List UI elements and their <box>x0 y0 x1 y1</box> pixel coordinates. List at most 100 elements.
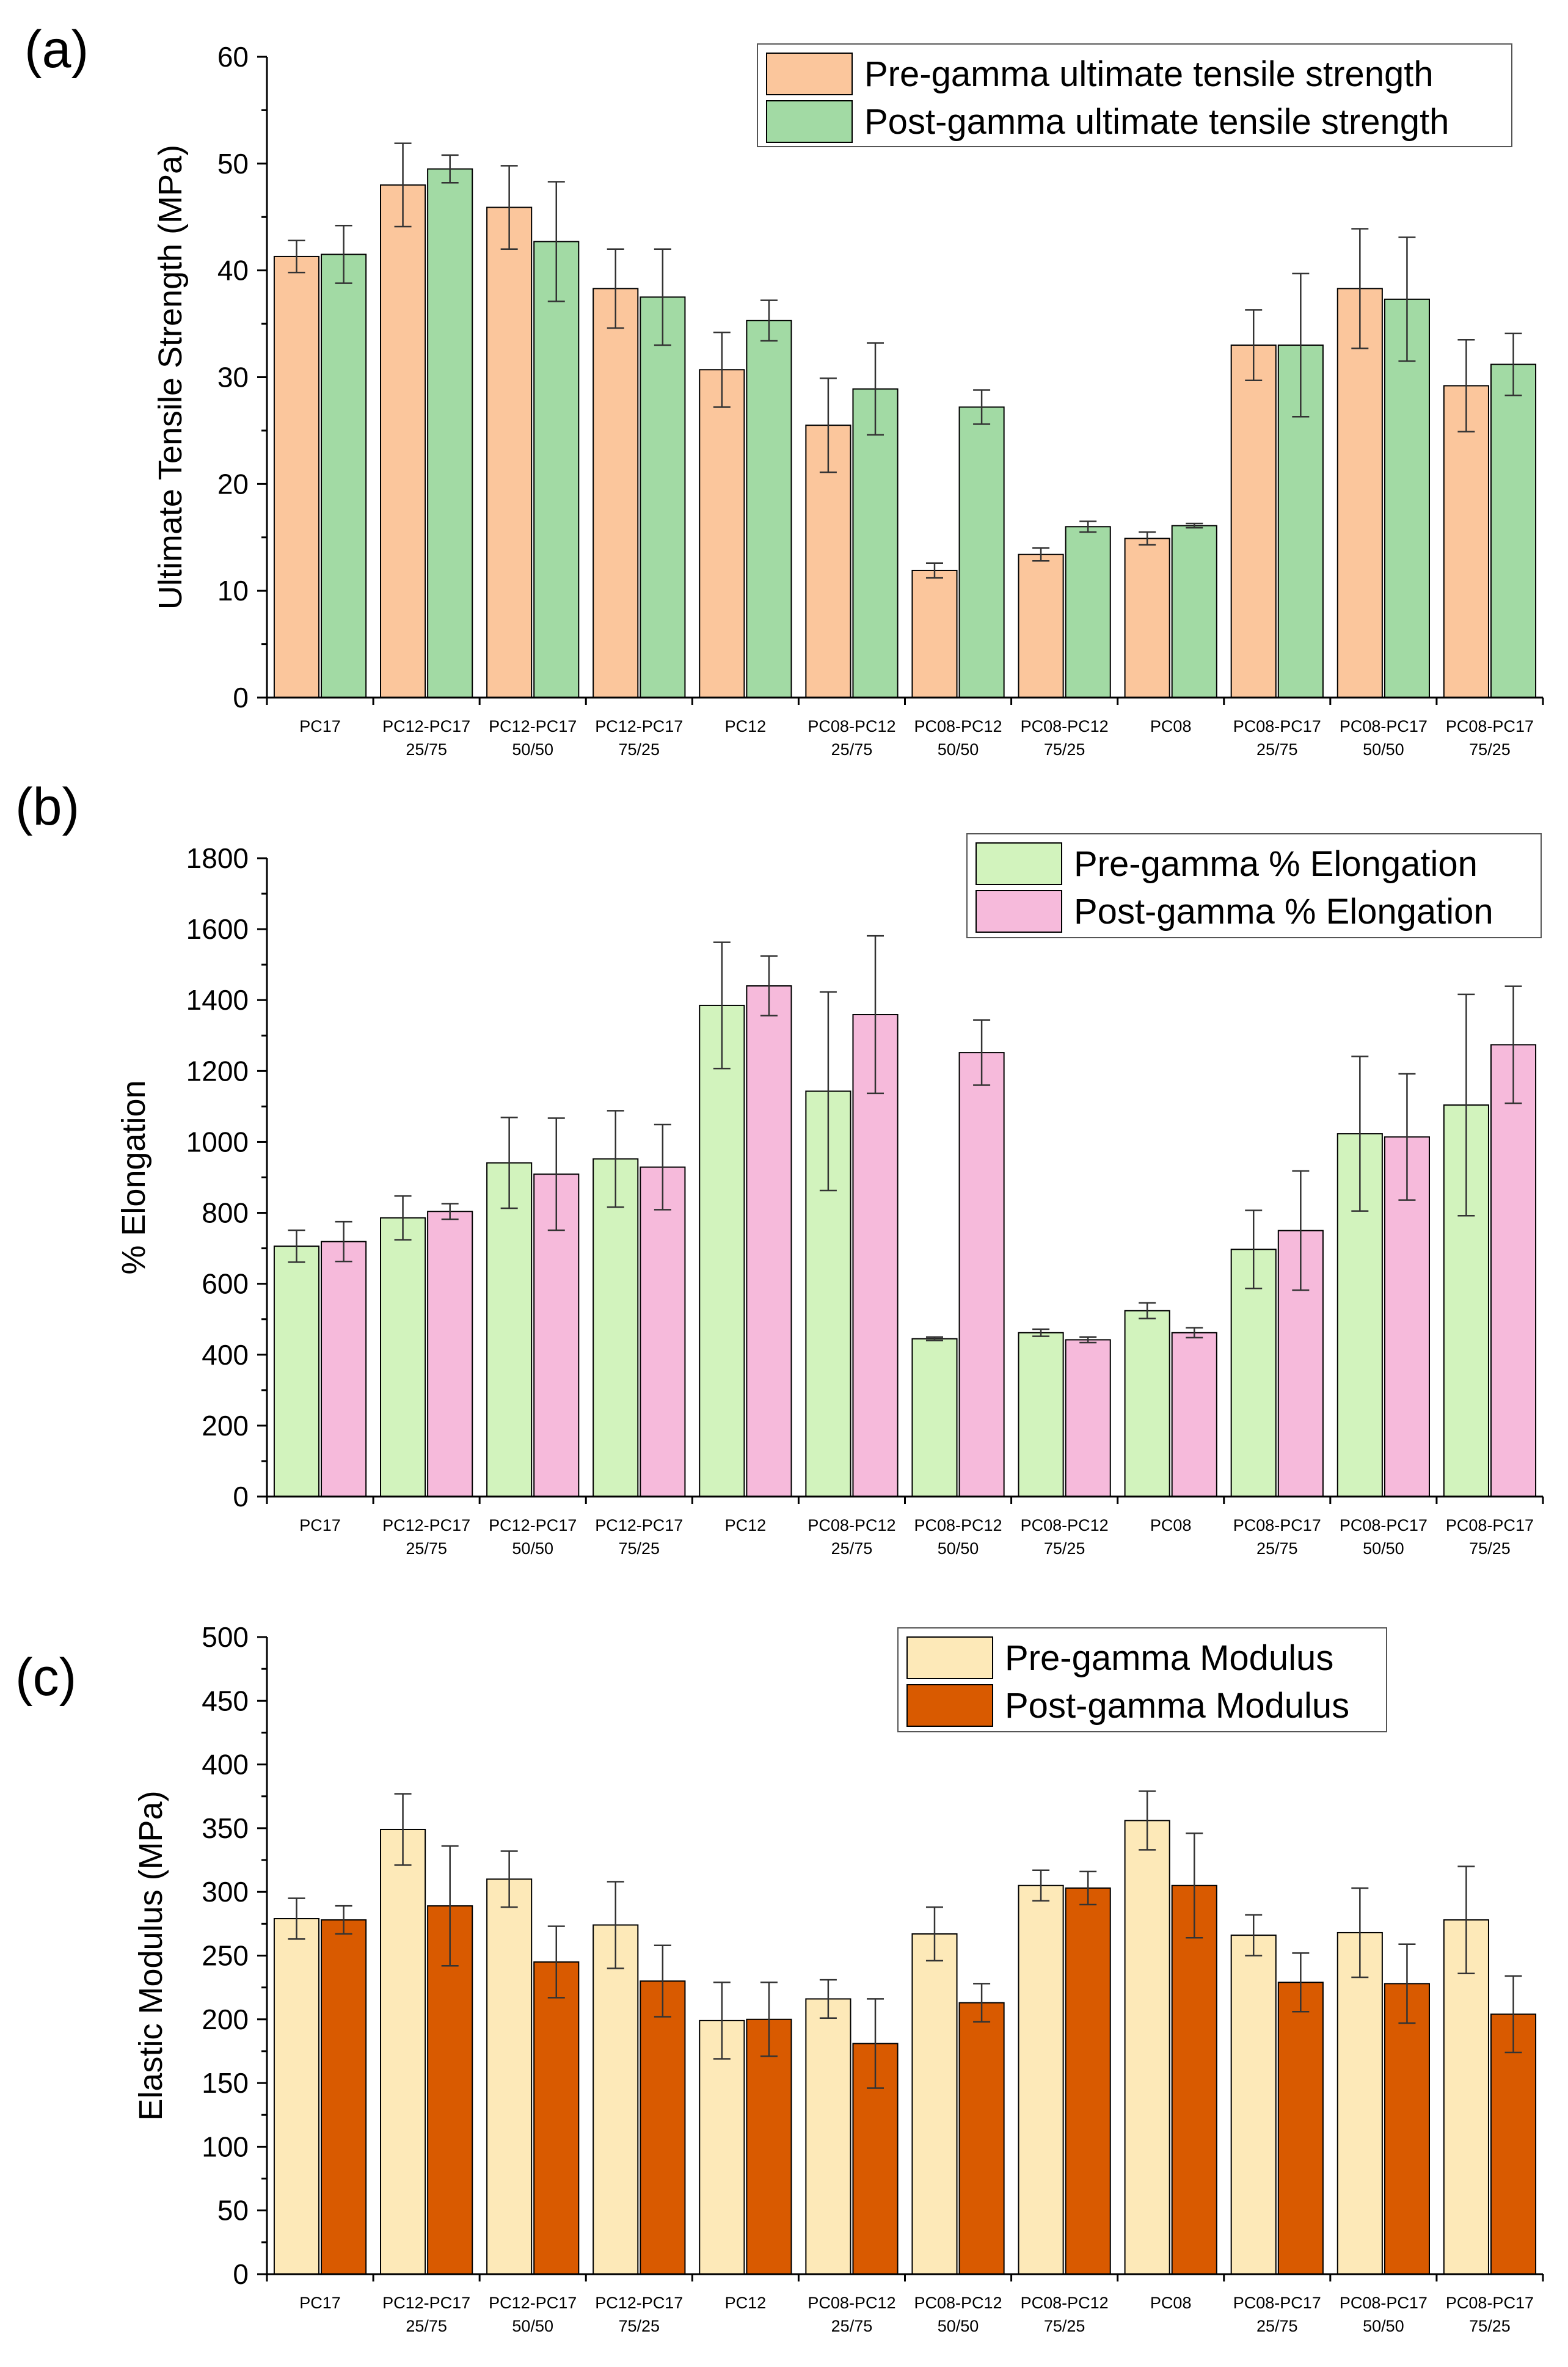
error-bar-pre-12 <box>1457 993 1475 1217</box>
error-bar-post-12 <box>1504 985 1522 1104</box>
error-bar-post-1 <box>335 1220 352 1263</box>
y-tick-label: 30 <box>217 362 249 393</box>
bar-post-12 <box>1490 363 1537 698</box>
x-tick-label-ratio: 25/75 <box>831 1539 873 1558</box>
bar-pre-2 <box>380 1828 426 2275</box>
error-bar-pre-4 <box>607 1881 624 1969</box>
bar-pre-7 <box>911 1338 958 1498</box>
error-bar-post-8 <box>1079 1870 1097 1906</box>
x-tick-label-ratio: 75/25 <box>1469 1539 1511 1558</box>
bar-pre-2 <box>380 1217 426 1498</box>
y-tick-label: 60 <box>217 41 249 73</box>
legend-label-post: Post-gamma ultimate tensile strength <box>864 102 1449 142</box>
error-bar-post-2 <box>441 1845 459 1967</box>
error-bar-pre-11 <box>1351 1056 1369 1212</box>
error-bar-pre-6 <box>819 1979 837 2019</box>
legend-frame <box>966 833 1542 938</box>
bar-pre-11 <box>1336 288 1383 699</box>
bar-post-1 <box>321 1241 367 1497</box>
bar-post-7 <box>958 1052 1005 1497</box>
bar-post-9 <box>1171 525 1217 698</box>
bar-post-5 <box>746 319 792 698</box>
x-tick-label: PC17 <box>299 2294 341 2312</box>
bar-pre-11 <box>1336 1931 1383 2275</box>
y-tick-label: 40 <box>217 255 249 286</box>
x-tick-label: PC12 <box>725 1516 767 1534</box>
error-bar-pre-7 <box>925 1906 943 1962</box>
bar-pre-10 <box>1230 1935 1277 2275</box>
error-bar-post-10 <box>1292 1170 1310 1291</box>
error-bar-post-4 <box>654 1123 671 1211</box>
error-bar-post-6 <box>867 342 884 436</box>
x-tick-label: PC08 <box>1150 717 1192 735</box>
error-bar-post-2 <box>441 1203 459 1220</box>
bar-pre-5 <box>699 1004 745 1497</box>
y-tick-label: 0 <box>233 2258 249 2290</box>
x-tick-label-ratio: 25/75 <box>1256 1539 1298 1558</box>
y-tick-label: 600 <box>202 1268 249 1300</box>
legend-swatch-post <box>975 890 1062 933</box>
y-tick-label: 500 <box>202 1621 249 1653</box>
error-bar-pre-1 <box>288 1897 305 1940</box>
bar-pre-6 <box>805 1998 851 2275</box>
x-tick-label-ratio: 25/75 <box>831 740 873 759</box>
x-tick-label-ratio: 50/50 <box>938 1539 979 1558</box>
x-tick-label-ratio: 25/75 <box>1256 2317 1298 2335</box>
bar-post-8 <box>1065 1887 1111 2275</box>
error-bar-pre-6 <box>819 991 837 1192</box>
y-tick-label: 200 <box>202 1410 249 1442</box>
x-tick-label: PC12 <box>725 2294 767 2312</box>
bar-pre-9 <box>1124 538 1170 699</box>
x-tick-label: PC12-PC17 <box>489 717 577 735</box>
bar-post-6 <box>852 1014 899 1497</box>
bar-pre-1 <box>273 1246 320 1498</box>
error-bar-pre-7 <box>925 1336 943 1341</box>
x-tick-label: PC08-PC12 <box>808 1516 895 1534</box>
x-tick-label: PC17 <box>299 717 341 735</box>
error-bar-pre-4 <box>607 1110 624 1208</box>
bar-pre-3 <box>486 1162 533 1498</box>
x-tick-label: PC08-PC12 <box>914 1516 1002 1534</box>
legend-label-pre: Pre-gamma ultimate tensile strength <box>864 54 1434 94</box>
y-tick-label: 450 <box>202 1685 249 1716</box>
x-tick-label: PC12-PC17 <box>489 2294 577 2312</box>
bar-pre-5 <box>699 369 745 698</box>
error-bar-pre-12 <box>1457 339 1475 432</box>
error-bar-post-10 <box>1292 272 1310 418</box>
x-tick-label-ratio: 75/25 <box>1044 1539 1085 1558</box>
x-tick-label: PC12-PC17 <box>382 1516 470 1534</box>
y-tick-label: 0 <box>233 1481 249 1512</box>
x-tick-label: PC08-PC17 <box>1340 717 1428 735</box>
y-tick-label: 250 <box>202 1940 249 1972</box>
error-bar-post-2 <box>441 154 459 184</box>
bar-post-4 <box>640 1980 686 2275</box>
y-tick-label: 50 <box>217 148 249 180</box>
bar-pre-2 <box>380 184 426 698</box>
y-tick-label: 100 <box>202 2131 249 2162</box>
y-tick-label: 300 <box>202 1876 249 1908</box>
error-bar-post-5 <box>760 299 778 342</box>
y-tick-label: 400 <box>202 1339 249 1371</box>
error-bar-pre-10 <box>1245 1914 1263 1957</box>
error-bar-post-1 <box>335 224 352 284</box>
x-tick-label: PC08-PC12 <box>1021 2294 1109 2312</box>
bar-post-11 <box>1384 1983 1430 2275</box>
legend-swatch-pre <box>906 1636 993 1679</box>
x-tick-label-ratio: 75/25 <box>1044 2317 1085 2335</box>
x-tick-label: PC08-PC17 <box>1446 717 1534 735</box>
error-bar-post-3 <box>547 1117 565 1231</box>
x-tick-label-ratio: 75/25 <box>1469 740 1511 759</box>
x-tick-label: PC12 <box>725 717 767 735</box>
error-bar-post-11 <box>1398 1073 1416 1201</box>
legend-swatch-pre <box>766 53 853 95</box>
error-bar-pre-3 <box>500 165 518 250</box>
bar-post-9 <box>1171 1332 1217 1498</box>
error-bar-pre-1 <box>288 1229 305 1263</box>
error-bar-pre-2 <box>394 1793 412 1866</box>
error-bar-post-7 <box>973 389 991 425</box>
x-tick-label: PC08-PC17 <box>1233 717 1321 735</box>
chart-panel-1: (a) 0 10 20 30 40 50 60 PC17 PC12-PC17 25/75 PC12-P… <box>24 20 1544 759</box>
error-bar-pre-8 <box>1032 1328 1050 1337</box>
y-tick-label: 0 <box>233 682 249 713</box>
